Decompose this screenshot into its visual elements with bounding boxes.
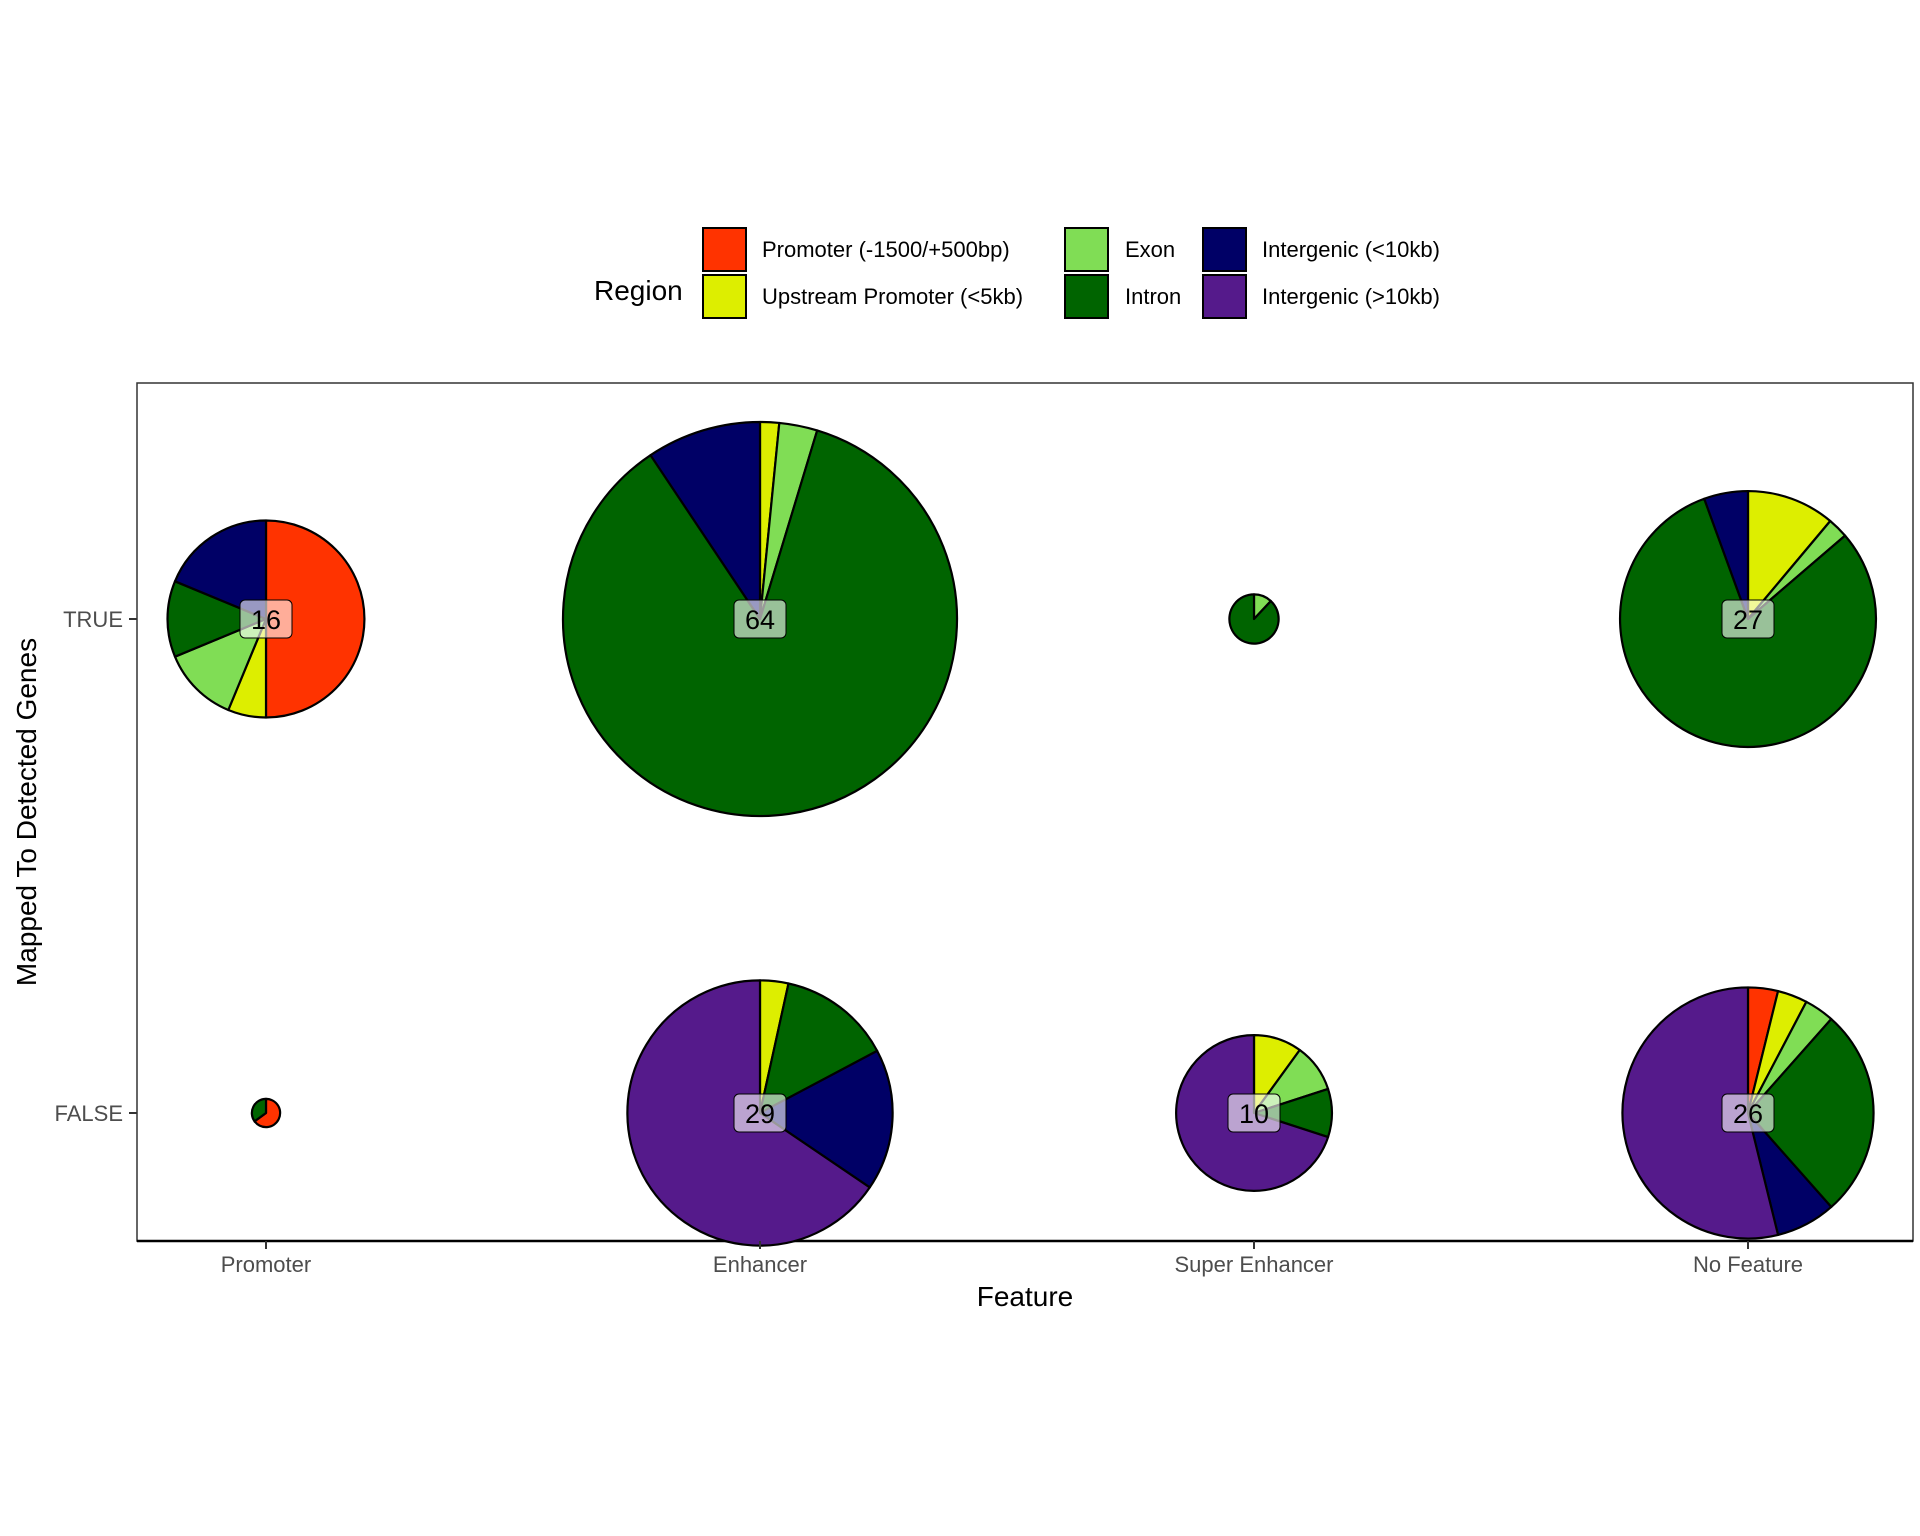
legend-label-upstream-promoter-5kb: Upstream Promoter (<5kb)	[762, 284, 1023, 309]
x-axis-title: Feature	[977, 1281, 1074, 1312]
pie-slice-promoter-1500-500bp	[253, 1097, 282, 1129]
y-tick-label-false: FALSE	[55, 1101, 123, 1126]
count-label: 16	[251, 605, 281, 635]
count-label: 27	[1733, 605, 1763, 635]
pie-enhancer-true: 64	[561, 420, 959, 818]
pie-slice-intergenic-10kb	[649, 420, 762, 621]
legend-key-upstream-promoter-5kb	[702, 274, 747, 319]
pie-slice-intergenic-10kb	[758, 1049, 894, 1189]
pie-slice-exon	[173, 617, 268, 712]
pie-grid: 16 64 27 29 10 26	[166, 420, 1878, 1247]
count-label-box	[1227, 1093, 1281, 1133]
legend-key-intergenic-10kb	[1202, 227, 1247, 272]
count-label: 29	[745, 1099, 775, 1129]
pie-promoter-false	[250, 1097, 282, 1129]
count-label: 10	[1239, 1099, 1269, 1129]
legend: Region Promoter (-1500/+500bp) Upstream P…	[594, 227, 1440, 319]
x-tick-label-no-feature: No Feature	[1693, 1252, 1803, 1277]
count-label-box	[1721, 599, 1775, 639]
y-axis: TRUE FALSE	[55, 607, 137, 1126]
y-axis-title: Mapped To Detected Genes	[11, 638, 42, 986]
pie-slice-intergenic-10kb	[1703, 489, 1750, 621]
legend-key-intron	[1064, 274, 1109, 319]
pie-super-enhancer-false: 10	[1175, 1034, 1333, 1192]
count-label-box	[733, 1093, 787, 1133]
pie-promoter-true: 16	[166, 519, 366, 719]
legend-title: Region	[594, 275, 683, 306]
pie-no-feature-true: 27	[1618, 489, 1878, 749]
legend-key-intergenic-10kb	[1202, 274, 1247, 319]
count-label-box	[1721, 1093, 1775, 1133]
y-tick-label-true: TRUE	[63, 607, 123, 632]
pie-slice-intergenic-10kb	[1621, 986, 1780, 1240]
pie-super-enhancer-true	[1228, 593, 1280, 645]
legend-label-intron: Intron	[1125, 284, 1181, 309]
legend-label-intergenic-10kb: Intergenic (>10kb)	[1262, 284, 1440, 309]
x-tick-label-enhancer: Enhancer	[713, 1252, 807, 1277]
pie-slice-intron	[250, 1097, 268, 1123]
count-label-box	[239, 599, 293, 639]
pie-slice-intron	[1746, 1017, 1875, 1209]
pie-slice-intron	[166, 580, 268, 658]
pie-no-feature-false: 26	[1621, 986, 1875, 1240]
pie-slice-intron	[1228, 593, 1280, 645]
count-label: 26	[1733, 1099, 1763, 1129]
legend-label-promoter-1500-500bp: Promoter (-1500/+500bp)	[762, 237, 1010, 262]
x-tick-label-promoter: Promoter	[221, 1252, 311, 1277]
x-axis: Promoter Enhancer Super Enhancer No Feature	[221, 1241, 1803, 1277]
plot-panel	[136, 382, 1914, 1242]
pie-slice-promoter-1500-500bp	[264, 519, 366, 719]
pie-slice-upstream-promoter-5kb	[1746, 489, 1832, 621]
legend-label-exon: Exon	[1125, 237, 1175, 262]
count-label-box	[733, 599, 787, 639]
pie-enhancer-false: 29	[626, 979, 894, 1247]
pie-slice-intron	[758, 982, 879, 1115]
legend-key-exon	[1064, 227, 1109, 272]
count-label: 64	[745, 605, 775, 635]
x-tick-label-super-enhancer: Super Enhancer	[1175, 1252, 1334, 1277]
legend-label-intergenic-10kb: Intergenic (<10kb)	[1262, 237, 1440, 262]
pie-slice-intergenic-10kb	[173, 519, 268, 621]
legend-key-promoter-1500-500bp	[702, 227, 747, 272]
